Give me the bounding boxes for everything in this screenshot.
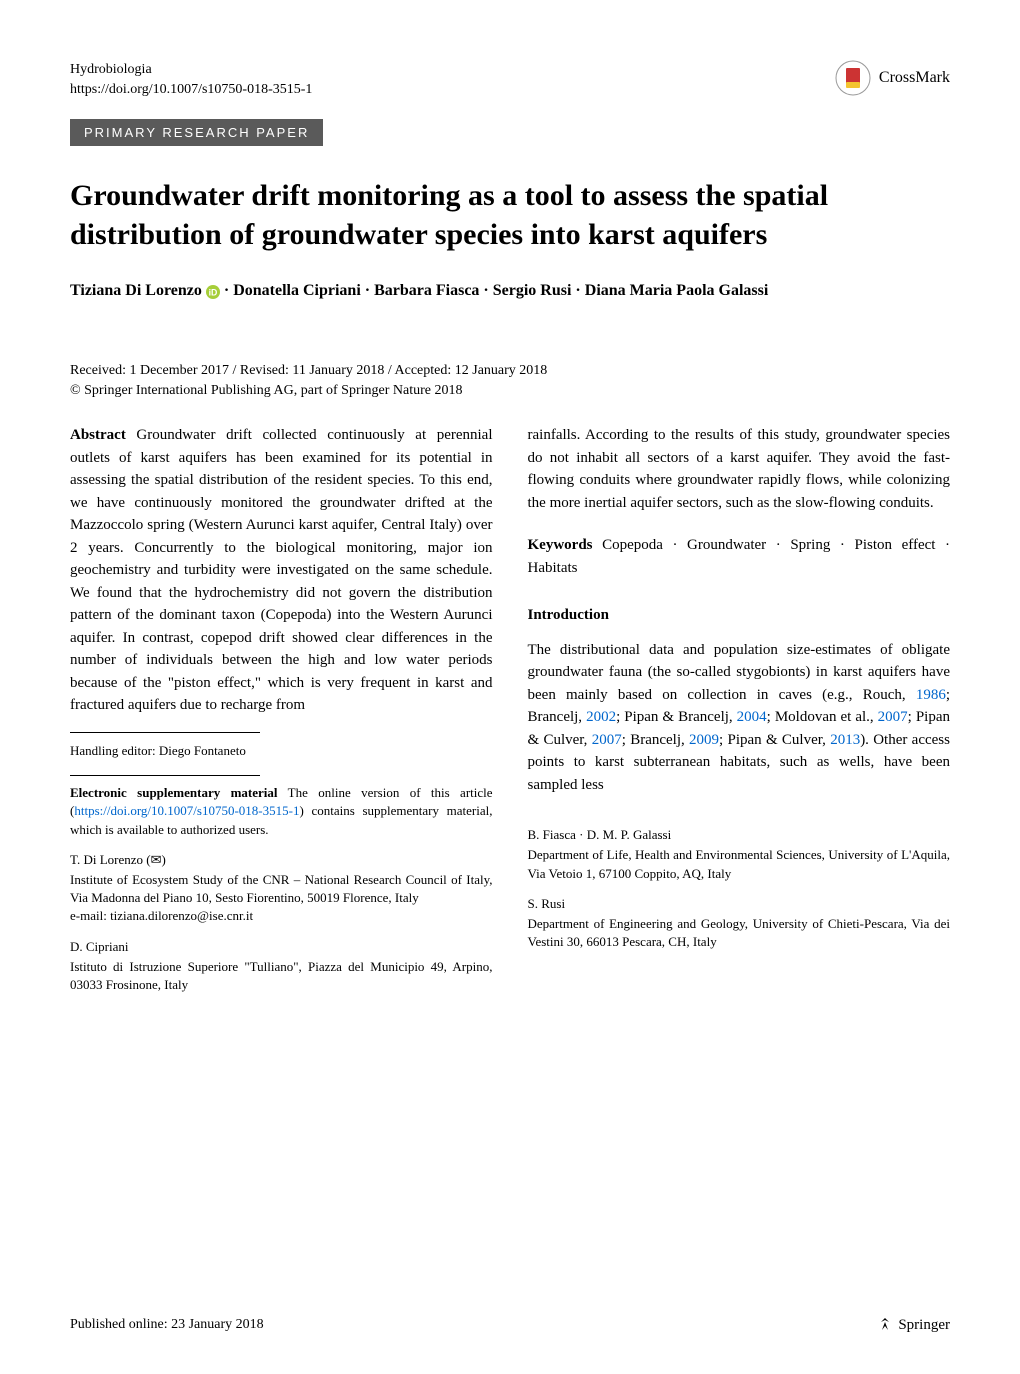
- abstract-label: Abstract: [70, 427, 126, 443]
- svg-text:iD: iD: [208, 287, 217, 297]
- affil-4-name: S. Rusi: [528, 895, 951, 913]
- author-list: Tiziana Di Lorenzo iD · Donatella Cipria…: [70, 279, 950, 303]
- affiliation-4: S. Rusi Department of Engineering and Ge…: [528, 895, 951, 952]
- affil-4-addr: Department of Engineering and Geology, U…: [528, 915, 951, 951]
- springer-icon: [876, 1316, 894, 1334]
- intro-t4: ; Moldovan et al.,: [767, 709, 878, 725]
- keywords-paragraph: Keywords Copepoda · Groundwater · Spring…: [528, 534, 951, 579]
- cite-7[interactable]: 2013: [830, 732, 860, 748]
- journal-info: Hydrobiologia https://doi.org/10.1007/s1…: [70, 60, 312, 99]
- paper-title: Groundwater drift monitoring as a tool t…: [70, 176, 950, 254]
- affil-2-addr: Istituto di Istruzione Superiore "Tullia…: [70, 958, 493, 994]
- affil-1-addr: Institute of Ecosystem Study of the CNR …: [70, 871, 493, 907]
- keywords-label: Keywords: [528, 537, 593, 553]
- paper-type-badge: PRIMARY RESEARCH PAPER: [70, 119, 323, 146]
- introduction-heading: Introduction: [528, 604, 951, 627]
- intro-t3: ; Pipan & Brancelj,: [616, 709, 737, 725]
- orcid-icon[interactable]: iD: [206, 285, 220, 299]
- copyright: © Springer International Publishing AG, …: [70, 383, 950, 399]
- cite-6[interactable]: 2009: [689, 732, 719, 748]
- author-rest: · Donatella Cipriani · Barbara Fiasca · …: [224, 282, 768, 299]
- divider: [70, 732, 260, 733]
- doi-link[interactable]: https://doi.org/10.1007/s10750-018-3515-…: [70, 80, 312, 100]
- intro-t7: ; Pipan & Culver,: [719, 732, 830, 748]
- cite-3[interactable]: 2004: [737, 709, 767, 725]
- crossmark-icon: [835, 60, 871, 96]
- affil-3-addr: Department of Life, Health and Environme…: [528, 846, 951, 882]
- published-date: Published online: 23 January 2018: [70, 1317, 264, 1333]
- affil-3-name: B. Fiasca · D. M. P. Galassi: [528, 826, 951, 844]
- publisher-name: Springer: [898, 1317, 950, 1334]
- left-column: Abstract Groundwater drift collected con…: [70, 424, 493, 994]
- article-dates: Received: 1 December 2017 / Revised: 11 …: [70, 363, 950, 379]
- header: Hydrobiologia https://doi.org/10.1007/s1…: [70, 60, 950, 99]
- cite-1[interactable]: 1986: [916, 687, 946, 703]
- publisher-logo: Springer: [876, 1316, 950, 1334]
- right-column: rainfalls. According to the results of t…: [528, 424, 951, 994]
- affiliation-1: T. Di Lorenzo (✉) Institute of Ecosystem…: [70, 851, 493, 926]
- intro-t6: ; Brancelj,: [622, 732, 689, 748]
- intro-t1: The distributional data and population s…: [528, 642, 951, 703]
- abstract-text-right: rainfalls. According to the results of t…: [528, 424, 951, 514]
- affiliation-2: D. Cipriani Istituto di Istruzione Super…: [70, 938, 493, 995]
- abstract-paragraph: Abstract Groundwater drift collected con…: [70, 424, 493, 717]
- cite-2[interactable]: 2002: [586, 709, 616, 725]
- supp-link[interactable]: https://doi.org/10.1007/s10750-018-3515-…: [74, 803, 299, 818]
- main-content: Abstract Groundwater drift collected con…: [70, 424, 950, 994]
- footer: Published online: 23 January 2018 Spring…: [70, 1316, 950, 1334]
- affil-2-name: D. Cipriani: [70, 938, 493, 956]
- affiliation-3: B. Fiasca · D. M. P. Galassi Department …: [528, 826, 951, 883]
- cite-4[interactable]: 2007: [878, 709, 908, 725]
- author-1: Tiziana Di Lorenzo: [70, 282, 202, 299]
- crossmark-badge[interactable]: CrossMark: [835, 60, 950, 96]
- affil-1-email: e-mail: tiziana.dilorenzo@ise.cnr.it: [70, 907, 493, 925]
- journal-name: Hydrobiologia: [70, 60, 312, 80]
- affil-1-name: T. Di Lorenzo (✉): [70, 851, 493, 869]
- divider: [70, 775, 260, 776]
- crossmark-label: CrossMark: [879, 69, 950, 87]
- supp-label: Electronic supplementary material: [70, 785, 278, 800]
- handling-editor: Handling editor: Diego Fontaneto: [70, 741, 493, 761]
- introduction-text: The distributional data and population s…: [528, 639, 951, 797]
- abstract-text-left: Groundwater drift collected continuously…: [70, 427, 493, 713]
- cite-5[interactable]: 2007: [592, 732, 622, 748]
- supplementary-material: Electronic supplementary material The on…: [70, 784, 493, 839]
